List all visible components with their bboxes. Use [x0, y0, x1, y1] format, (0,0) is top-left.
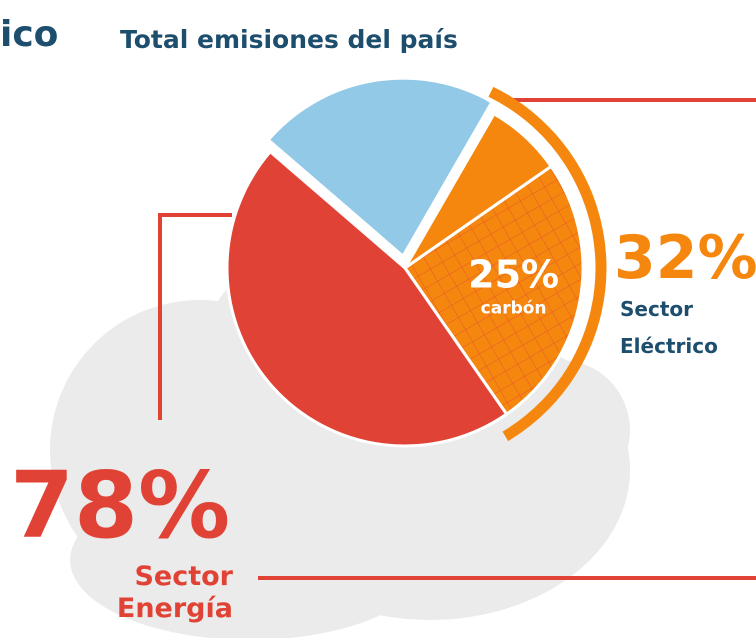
- annotation-text: Sector: [620, 297, 693, 321]
- annotation-text: Eléctrico: [620, 334, 718, 358]
- annotation-value: 32%: [614, 223, 756, 293]
- page: ico Total emisiones del país 25%carbón 32…: [0, 0, 756, 638]
- header-fragment: ico: [0, 14, 58, 55]
- chart: ico Total emisiones del país 25%carbón 32…: [0, 0, 756, 638]
- annotation-text: Sector: [134, 561, 233, 592]
- value-label: 25%: [468, 253, 559, 297]
- annotation-value: 78%: [10, 452, 230, 559]
- annotation-text: Energía: [117, 593, 233, 624]
- chart-title: Total emisiones del país: [120, 25, 458, 54]
- slice-label: carbón: [481, 299, 547, 319]
